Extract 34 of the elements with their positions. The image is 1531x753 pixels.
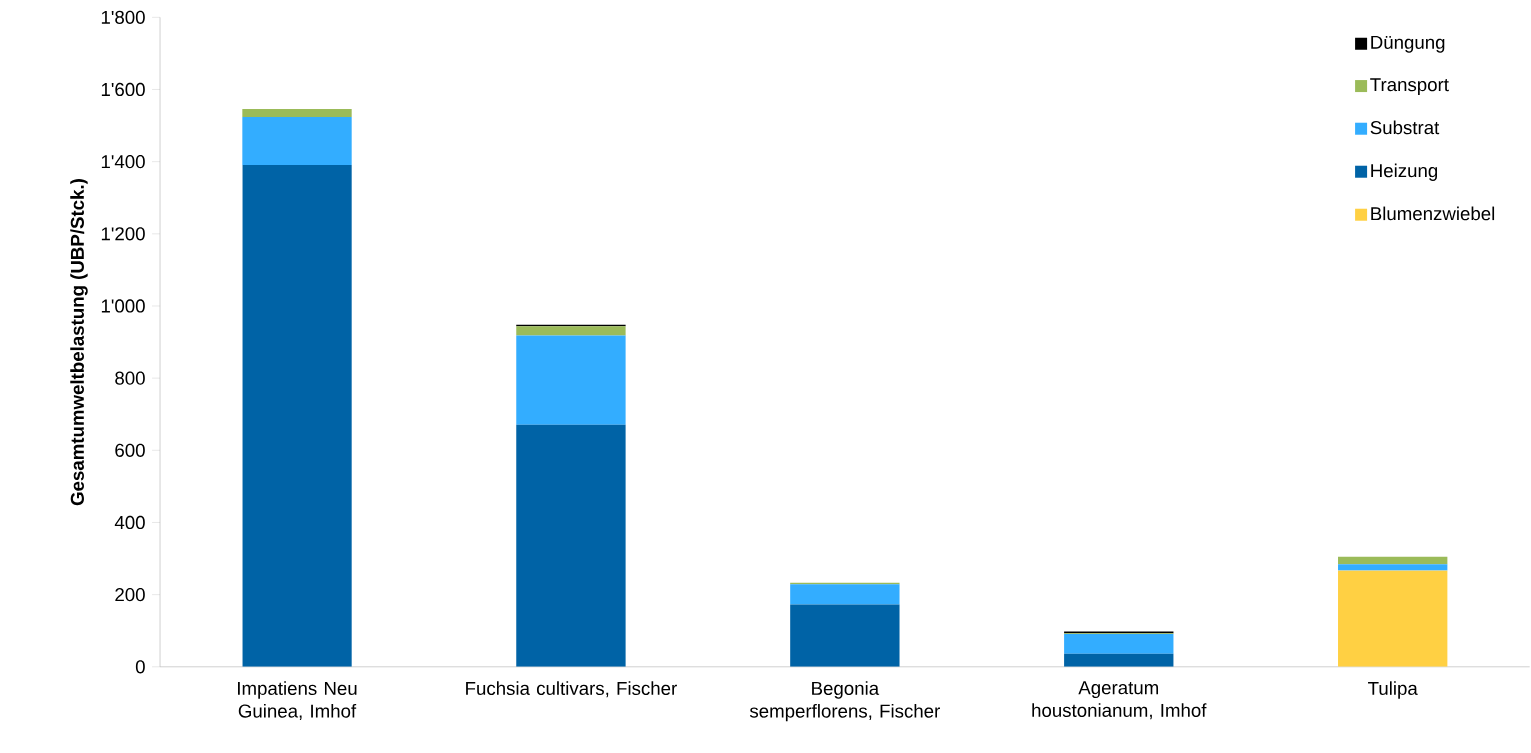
bar — [1064, 633, 1174, 654]
bar — [1064, 653, 1174, 667]
bar — [242, 108, 352, 117]
legend-label: Blumenzwiebel — [1371, 206, 1495, 221]
x-tick-label: Fuchsia cultivars, Fischer — [466, 681, 677, 697]
legend-label: Substrat — [1370, 120, 1440, 135]
bar — [790, 583, 900, 605]
y-tick-label: 800 — [115, 371, 145, 385]
bar — [1338, 556, 1448, 565]
x-tick-label: Impatiens Neu Guinea, Imhof — [238, 681, 357, 720]
y-tick-label: 600 — [115, 443, 145, 457]
y-axis-title: Gesamtumweltbelastung (UBP/Stck.) — [70, 178, 88, 505]
bar — [516, 335, 626, 425]
y-tick-label: 1'400 — [101, 154, 145, 169]
y-tick-label: 400 — [114, 515, 145, 529]
bar — [242, 116, 352, 165]
legend-label: Heizung — [1371, 163, 1438, 181]
legend-label: Transport — [1370, 78, 1449, 95]
y-tick-label: 1'200 — [101, 226, 145, 241]
bar — [516, 325, 626, 336]
bar — [1338, 564, 1448, 571]
legend-label: Düngung — [1371, 35, 1445, 53]
y-tick-label: 1'000 — [101, 299, 145, 313]
x-tick-label: Ageratum houstonianum, Imhof — [1032, 681, 1207, 719]
y-tick-label: 200 — [115, 587, 145, 602]
bar — [790, 604, 900, 667]
y-tick-label: 1'800 — [101, 10, 145, 24]
x-tick-label: Tulipa — [1368, 681, 1418, 699]
bar — [516, 424, 626, 667]
y-tick-label: 0 — [135, 659, 145, 674]
y-tick-label: 1'600 — [101, 82, 145, 96]
x-tick-label: Begonia semperflorens, Fischer — [749, 681, 940, 722]
bar — [242, 164, 352, 667]
bar — [1338, 570, 1448, 667]
